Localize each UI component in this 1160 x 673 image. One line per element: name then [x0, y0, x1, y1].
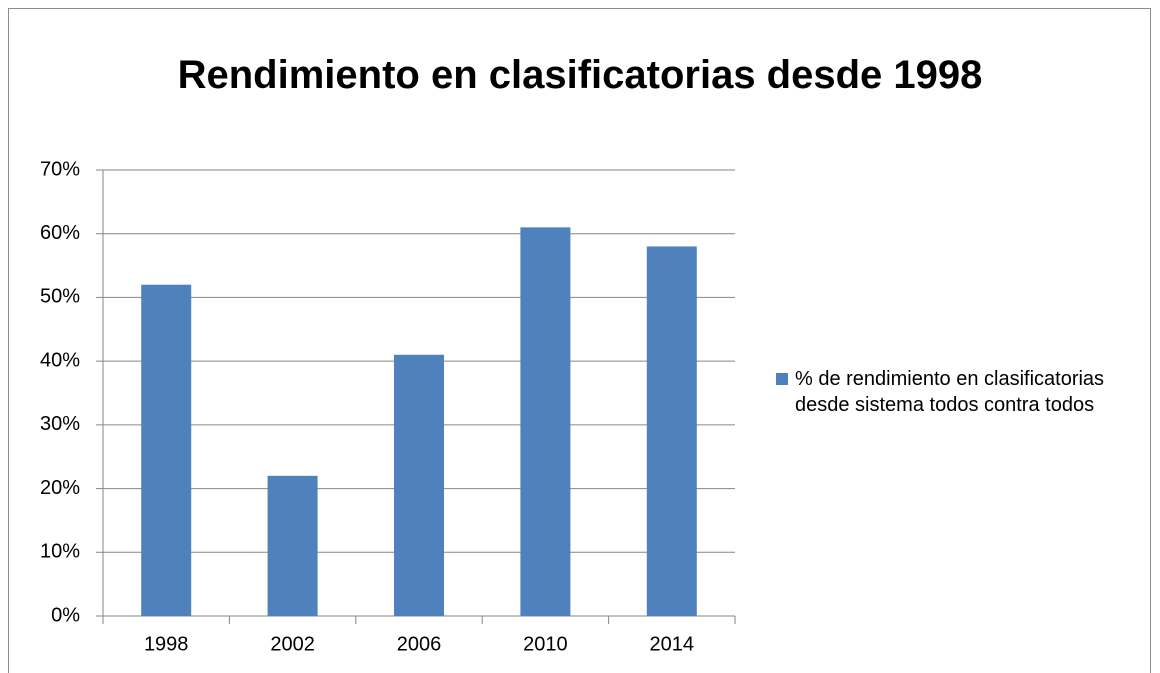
- bar: [646, 246, 697, 616]
- y-tick-label: 30%: [40, 413, 80, 435]
- x-tick-label: 2010: [523, 633, 568, 655]
- x-tick-label: 2002: [270, 633, 315, 655]
- bar: [394, 354, 444, 616]
- legend-swatch: [776, 373, 788, 385]
- x-tick-label: 2014: [650, 633, 695, 655]
- chart-border: [8, 8, 1151, 673]
- y-tick-label: 20%: [40, 477, 80, 499]
- legend-label: % de rendimiento en clasificatorias desd…: [795, 368, 1105, 416]
- x-tick-label: 2006: [397, 633, 442, 655]
- bar: [141, 284, 192, 616]
- y-tick-label: 10%: [40, 541, 80, 563]
- bar: [520, 227, 571, 617]
- y-tick-label: 40%: [40, 349, 80, 371]
- y-tick-label: 60%: [40, 222, 80, 244]
- y-tick-label: 70%: [40, 158, 80, 180]
- y-tick-label: 0%: [51, 604, 80, 626]
- chart-title: Rendimiento en clasificatorias desde 199…: [177, 53, 983, 97]
- x-tick-label: 1998: [144, 633, 189, 655]
- y-tick-label: 50%: [40, 286, 80, 308]
- bar: [267, 475, 318, 616]
